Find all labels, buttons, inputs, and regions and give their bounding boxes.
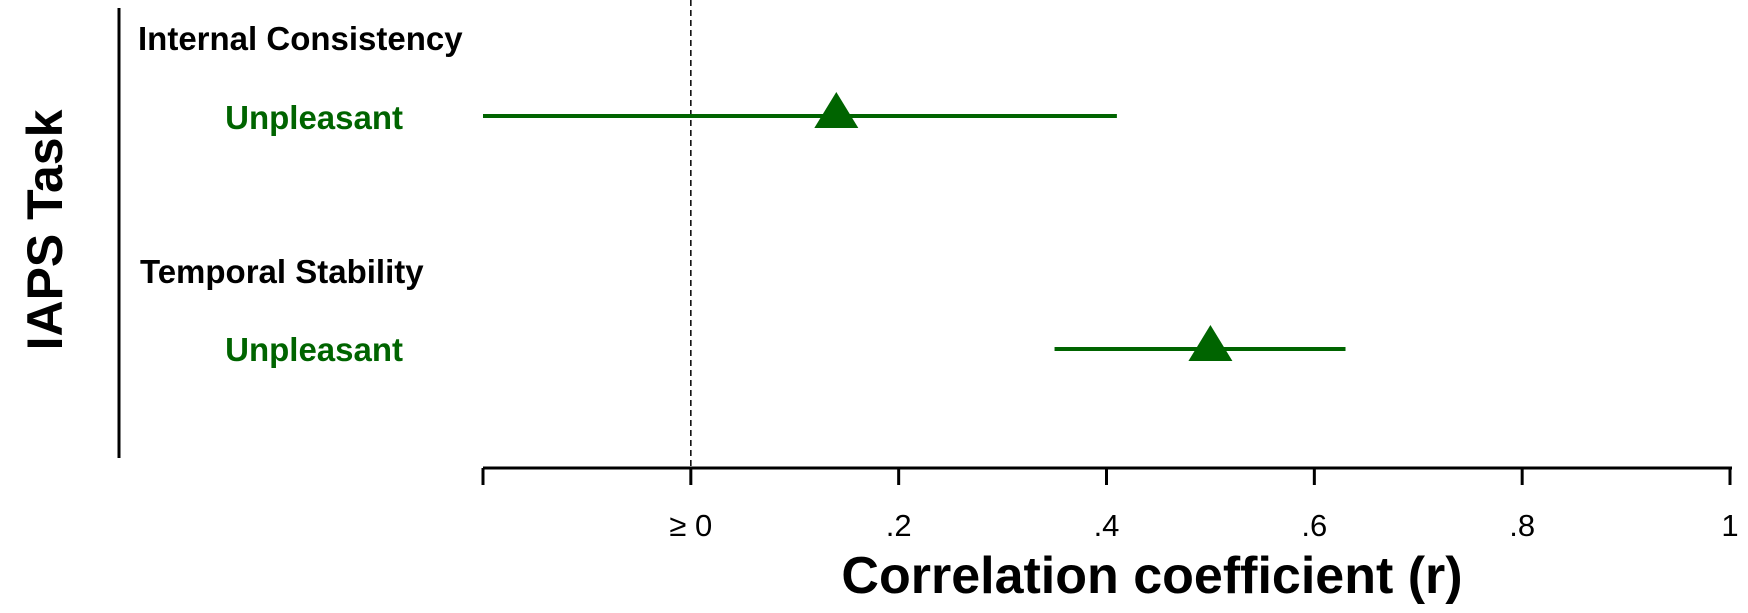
point-estimate-triangle	[1188, 325, 1233, 361]
x-tick-label: .4	[1094, 508, 1120, 543]
group-heading-temporal-stability: Temporal Stability	[140, 253, 424, 290]
x-tick-label: .8	[1509, 508, 1535, 543]
x-axis-label: Correlation coefficient (r)	[841, 547, 1462, 605]
x-tick-label: .2	[886, 508, 912, 543]
x-tick-label: .6	[1301, 508, 1327, 543]
row-label-temporal-unpleasant: Unpleasant	[225, 331, 403, 368]
point-estimate-triangle	[814, 92, 859, 128]
x-tick-label: ≥ 0	[669, 508, 712, 543]
x-tick-label: 1	[1721, 508, 1738, 543]
y-axis-label: IAPS Task	[17, 109, 73, 350]
row-label-internal-unpleasant: Unpleasant	[225, 99, 403, 136]
group-heading-internal-consistency: Internal Consistency	[138, 20, 463, 57]
